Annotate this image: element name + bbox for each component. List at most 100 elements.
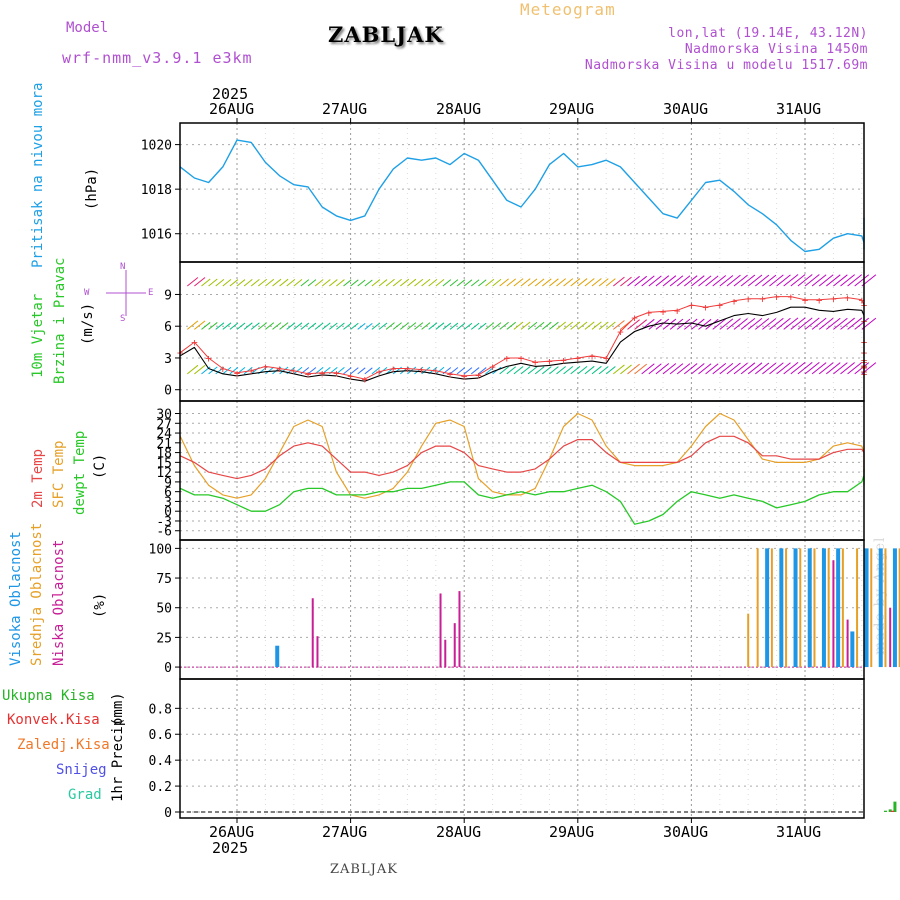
y-tick-label: 1016: [141, 228, 172, 243]
legend-hail: Grad: [68, 787, 102, 803]
wind-barb: [698, 275, 712, 287]
wind-gust-marker: +: [219, 363, 226, 376]
wind-barb: [854, 317, 870, 330]
bottom-date-label: 26AUG: [209, 823, 255, 841]
wind-barb: [648, 363, 662, 375]
wind-barb: [272, 278, 282, 287]
wind-barb: [605, 366, 616, 375]
wind-gust-marker: +: [844, 292, 851, 305]
wind-barb: [648, 275, 662, 287]
wind-gust-marker: +: [702, 301, 709, 314]
wind-barb: [563, 321, 574, 330]
station-altitude: Nadmorska Visina 1450m: [684, 42, 868, 57]
wind-barb: [676, 275, 691, 287]
wind-barb: [655, 318, 670, 330]
wind-barb: [208, 278, 218, 287]
wind-barb: [534, 366, 545, 375]
cloud-bar: [898, 548, 900, 668]
bottom-date-label: 30AUG: [663, 823, 709, 841]
wind-barb: [818, 274, 834, 287]
y-tick-label: 9: [164, 476, 172, 491]
wind-barb: [840, 362, 855, 375]
wind-gust-marker: +: [248, 365, 255, 378]
wind-gust-marker: +: [858, 294, 865, 307]
wind-barb: [655, 275, 670, 287]
y-tick-label: 6: [164, 320, 172, 335]
wind-barb: [350, 322, 359, 330]
wind-barb: [478, 322, 487, 330]
wind-barb: [520, 278, 531, 287]
wind-barb: [314, 279, 324, 287]
wind-barb: [769, 317, 784, 330]
wind-barb: [435, 366, 445, 375]
wind-gust-marker: +: [461, 370, 468, 383]
wind-barb: [726, 274, 741, 287]
wind-barb: [392, 278, 402, 287]
wind-barb: [506, 278, 517, 287]
wind-gust-marker: +: [589, 350, 596, 363]
wind-barb: [698, 318, 712, 330]
wind-barb: [584, 321, 595, 330]
top-date-label: 30AUG: [663, 100, 709, 118]
wind-barb: [194, 320, 206, 330]
wind-barb: [726, 362, 741, 375]
wind-barb: [719, 362, 734, 375]
wind-barb: [257, 322, 268, 330]
wind-barb: [186, 320, 199, 330]
y-tick-label: -6: [156, 525, 172, 540]
wind-barb: [485, 366, 495, 375]
wind-barb: [286, 322, 296, 330]
wind-gust-marker: +: [816, 294, 823, 307]
wind-gust-marker: +: [418, 364, 425, 377]
wind-barb: [811, 274, 827, 287]
station-coords: lon,lat (19.14E, 43.12N): [668, 26, 868, 41]
y-tick-label: 0.6: [149, 728, 172, 743]
cloud-bar: [439, 593, 442, 668]
wind-gust-marker: +: [674, 304, 681, 317]
wind-barb: [442, 322, 452, 330]
wind-barb: [215, 322, 225, 330]
wind-barb: [620, 364, 632, 375]
wind-gust-marker: +: [574, 352, 581, 365]
wind-barb: [563, 366, 574, 375]
wind-barb: [194, 364, 206, 375]
footer-station: ZABLJAK: [330, 862, 398, 877]
wind-barb: [343, 322, 352, 330]
wind-barb: [740, 362, 756, 375]
wind-barb: [513, 278, 524, 287]
wind-barb: [754, 318, 770, 330]
wind-barb: [499, 366, 509, 375]
wind-barb: [769, 274, 784, 287]
wind-barb: [840, 317, 855, 330]
y-tick-label: 6: [164, 486, 172, 501]
wind-barb: [655, 363, 670, 375]
wind-barb: [662, 275, 677, 287]
cloud-bar: [799, 548, 802, 668]
wind-barb: [584, 365, 595, 375]
wind-barb: [776, 362, 791, 375]
wind-barb: [790, 361, 806, 375]
wind-gust-marker: +: [333, 367, 340, 380]
wind-barb: [534, 321, 545, 330]
wind-barb: [385, 322, 395, 330]
wind-barb: [321, 322, 331, 330]
cloud-bar: [836, 548, 841, 668]
wind-barb: [449, 367, 459, 375]
legend-snow: Snijeg: [56, 762, 107, 778]
wind-barb: [300, 279, 310, 287]
wind-gust-marker: +: [532, 356, 539, 369]
wind-barb: [676, 318, 691, 330]
wind-barb: [470, 322, 480, 330]
wind-barb: [343, 279, 352, 287]
y-tick-label: 0: [164, 806, 172, 821]
wind-barb: [222, 279, 232, 287]
wind-barb: [847, 317, 863, 330]
cloud-bar: [316, 636, 319, 668]
wind-barb: [350, 367, 359, 375]
wind-barb: [357, 279, 366, 287]
wind-barb: [712, 318, 727, 330]
wind-barb: [825, 362, 841, 375]
wind-barb: [783, 361, 799, 375]
wind-gust-marker: +: [688, 299, 695, 312]
wind-barb: [598, 278, 609, 287]
